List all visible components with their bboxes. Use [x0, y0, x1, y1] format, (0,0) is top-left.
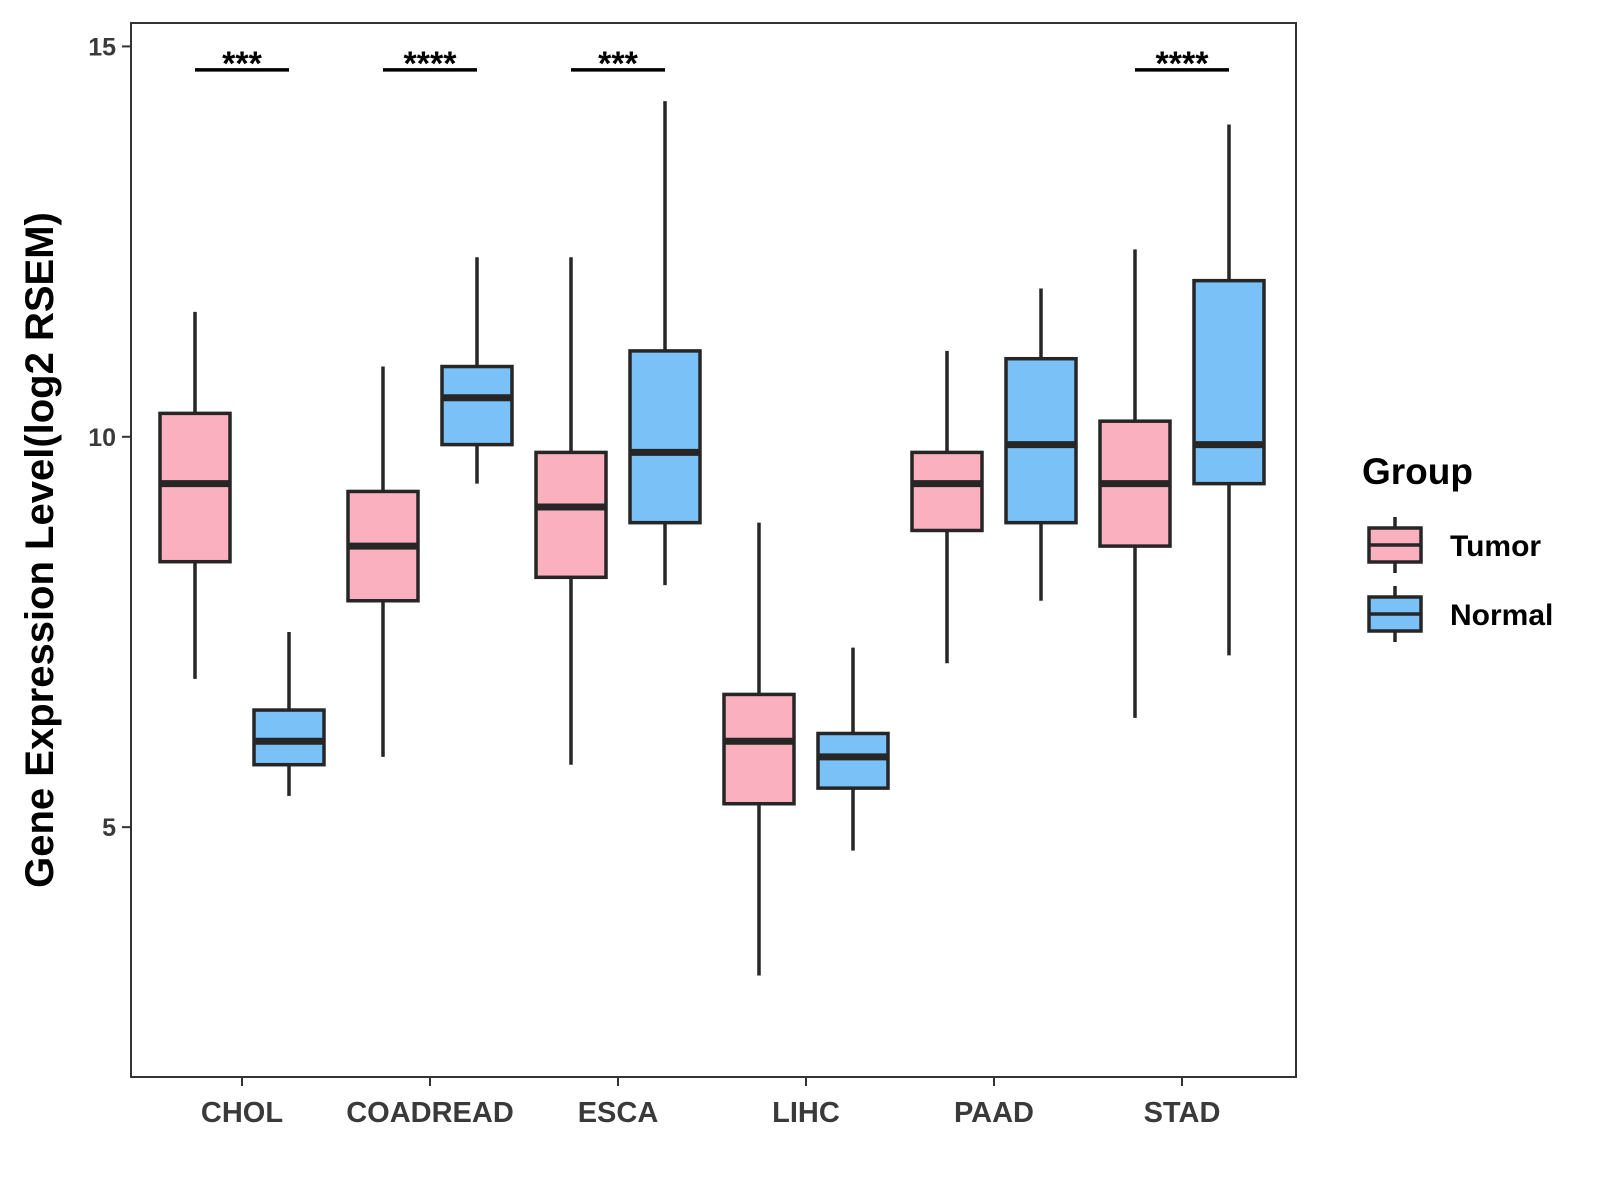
- box-layer: [158, 101, 1266, 976]
- x-tick-label: STAD: [1144, 1097, 1221, 1129]
- legend-item-label: Normal: [1450, 599, 1553, 632]
- box-normal-chol: [252, 631, 326, 796]
- box-tumor-coadread: [346, 366, 420, 757]
- x-axis: CHOL COADREAD ESCA LIHC PAAD STAD: [201, 1077, 1220, 1129]
- y-tick-label: 15: [88, 33, 116, 61]
- legend-title: Group: [1362, 451, 1473, 492]
- legend: Group Tumor Normal: [1362, 451, 1553, 642]
- box-iqr: [440, 364, 514, 447]
- box-normal-esca: [628, 101, 702, 586]
- box-iqr: [1192, 278, 1266, 486]
- box-tumor-esca: [534, 257, 608, 765]
- significance-label: ***: [222, 45, 262, 83]
- y-tick-label: 5: [102, 814, 116, 842]
- significance-chol: ***: [195, 45, 289, 83]
- legend-item-tumor: Tumor: [1367, 517, 1541, 573]
- significance-label: ***: [598, 45, 638, 83]
- box-normal-lihc: [816, 647, 890, 851]
- box-normal-stad: [1192, 124, 1266, 656]
- box-iqr: [252, 708, 326, 767]
- box-iqr: [534, 450, 608, 580]
- x-tick-label: PAAD: [954, 1097, 1034, 1129]
- box-iqr: [722, 692, 796, 806]
- box-tumor-paad: [910, 350, 984, 664]
- significance-stad: ****: [1135, 45, 1229, 83]
- x-tick-label: LIHC: [772, 1097, 840, 1129]
- box-iqr: [158, 411, 232, 564]
- box-iqr: [1004, 356, 1078, 525]
- y-axis: 5 10 15: [88, 33, 131, 842]
- significance-layer: *** **** *** ****: [195, 45, 1229, 83]
- significance-label: ****: [404, 45, 458, 83]
- y-axis-title: Gene Expression Level(log2 RSEM): [18, 212, 62, 888]
- box-iqr: [816, 731, 890, 790]
- box-tumor-lihc: [722, 522, 796, 976]
- legend-item-label: Tumor: [1450, 530, 1541, 563]
- x-tick-label: COADREAD: [346, 1097, 514, 1129]
- box-iqr: [628, 349, 702, 525]
- y-tick-label: 10: [88, 424, 116, 452]
- box-normal-coadread: [440, 257, 514, 484]
- box-tumor-stad: [1098, 249, 1172, 718]
- x-tick-label: CHOL: [201, 1097, 283, 1129]
- significance-esca: ***: [571, 45, 665, 83]
- legend-item-normal: Normal: [1367, 586, 1553, 642]
- significance-coadread: ****: [383, 45, 477, 83]
- x-tick-label: ESCA: [578, 1097, 659, 1129]
- box-normal-paad: [1004, 288, 1078, 601]
- significance-label: ****: [1156, 45, 1210, 83]
- box-iqr: [910, 450, 984, 533]
- box-tumor-chol: [158, 311, 232, 679]
- plot-panel: [130, 22, 1297, 1078]
